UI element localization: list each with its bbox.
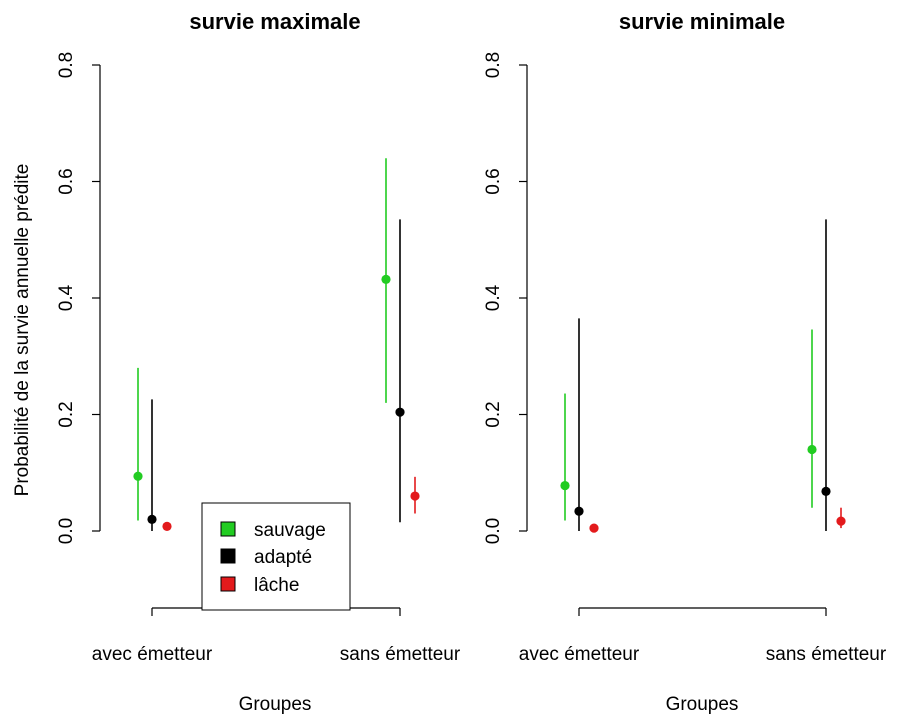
- legend-swatch-sauvage: [220, 521, 236, 537]
- x-tick-label: avec émetteur: [519, 644, 640, 665]
- panel-title: survie maximale: [189, 9, 360, 34]
- x-tick-label: sans émetteur: [766, 644, 887, 665]
- y-tick-label: 0.6: [483, 168, 504, 194]
- y-tick-label: 0.6: [56, 168, 77, 194]
- panel-title: survie minimale: [619, 9, 785, 34]
- x-axis-label: Groupes: [239, 694, 312, 715]
- point-lâche: [162, 521, 172, 531]
- y-tick-label: 0.2: [483, 401, 504, 427]
- point-lâche: [836, 516, 846, 526]
- y-tick-label: 0.0: [56, 518, 77, 544]
- point-sauvage: [133, 471, 143, 481]
- legend-label-sauvage: sauvage: [254, 520, 326, 541]
- panel-survie-minimale: survie minimale Groupes 0.0 0.2 0.4 0.6 0.8 a…: [483, 9, 887, 715]
- legend-label-adapte: adapté: [254, 547, 312, 568]
- point-sauvage: [381, 274, 391, 284]
- y-tick-label: 0.8: [483, 52, 504, 78]
- y-tick-label: 0.4: [56, 284, 77, 311]
- point-sauvage: [807, 444, 817, 455]
- legend-label-lache: lâche: [254, 575, 299, 596]
- panel-survie-maximale: survie maximale Groupes Probabilité de l…: [12, 9, 461, 715]
- point-adapté: [147, 514, 157, 524]
- y-tick-label: 0.8: [56, 52, 77, 78]
- point-adapté: [395, 407, 405, 417]
- x-tick-label: avec émetteur: [92, 644, 213, 665]
- y-tick-label: 0.4: [483, 284, 504, 311]
- y-tick-label: 0.0: [483, 518, 504, 544]
- point-adapté: [574, 506, 584, 516]
- y-tick-label: 0.2: [56, 401, 77, 427]
- point-adapté: [821, 486, 831, 496]
- point-lâche: [589, 523, 599, 533]
- legend: sauvage adapté lâche: [201, 502, 351, 611]
- x-axis-label: Groupes: [666, 694, 739, 715]
- legend-swatch-adapte: [220, 548, 236, 564]
- point-sauvage: [560, 480, 570, 491]
- x-tick-label: sans émetteur: [340, 644, 461, 665]
- point-lâche: [410, 491, 420, 501]
- legend-swatch-lache: [220, 576, 236, 592]
- y-axis-label: Probabilité de la survie annuelle prédit…: [12, 164, 33, 497]
